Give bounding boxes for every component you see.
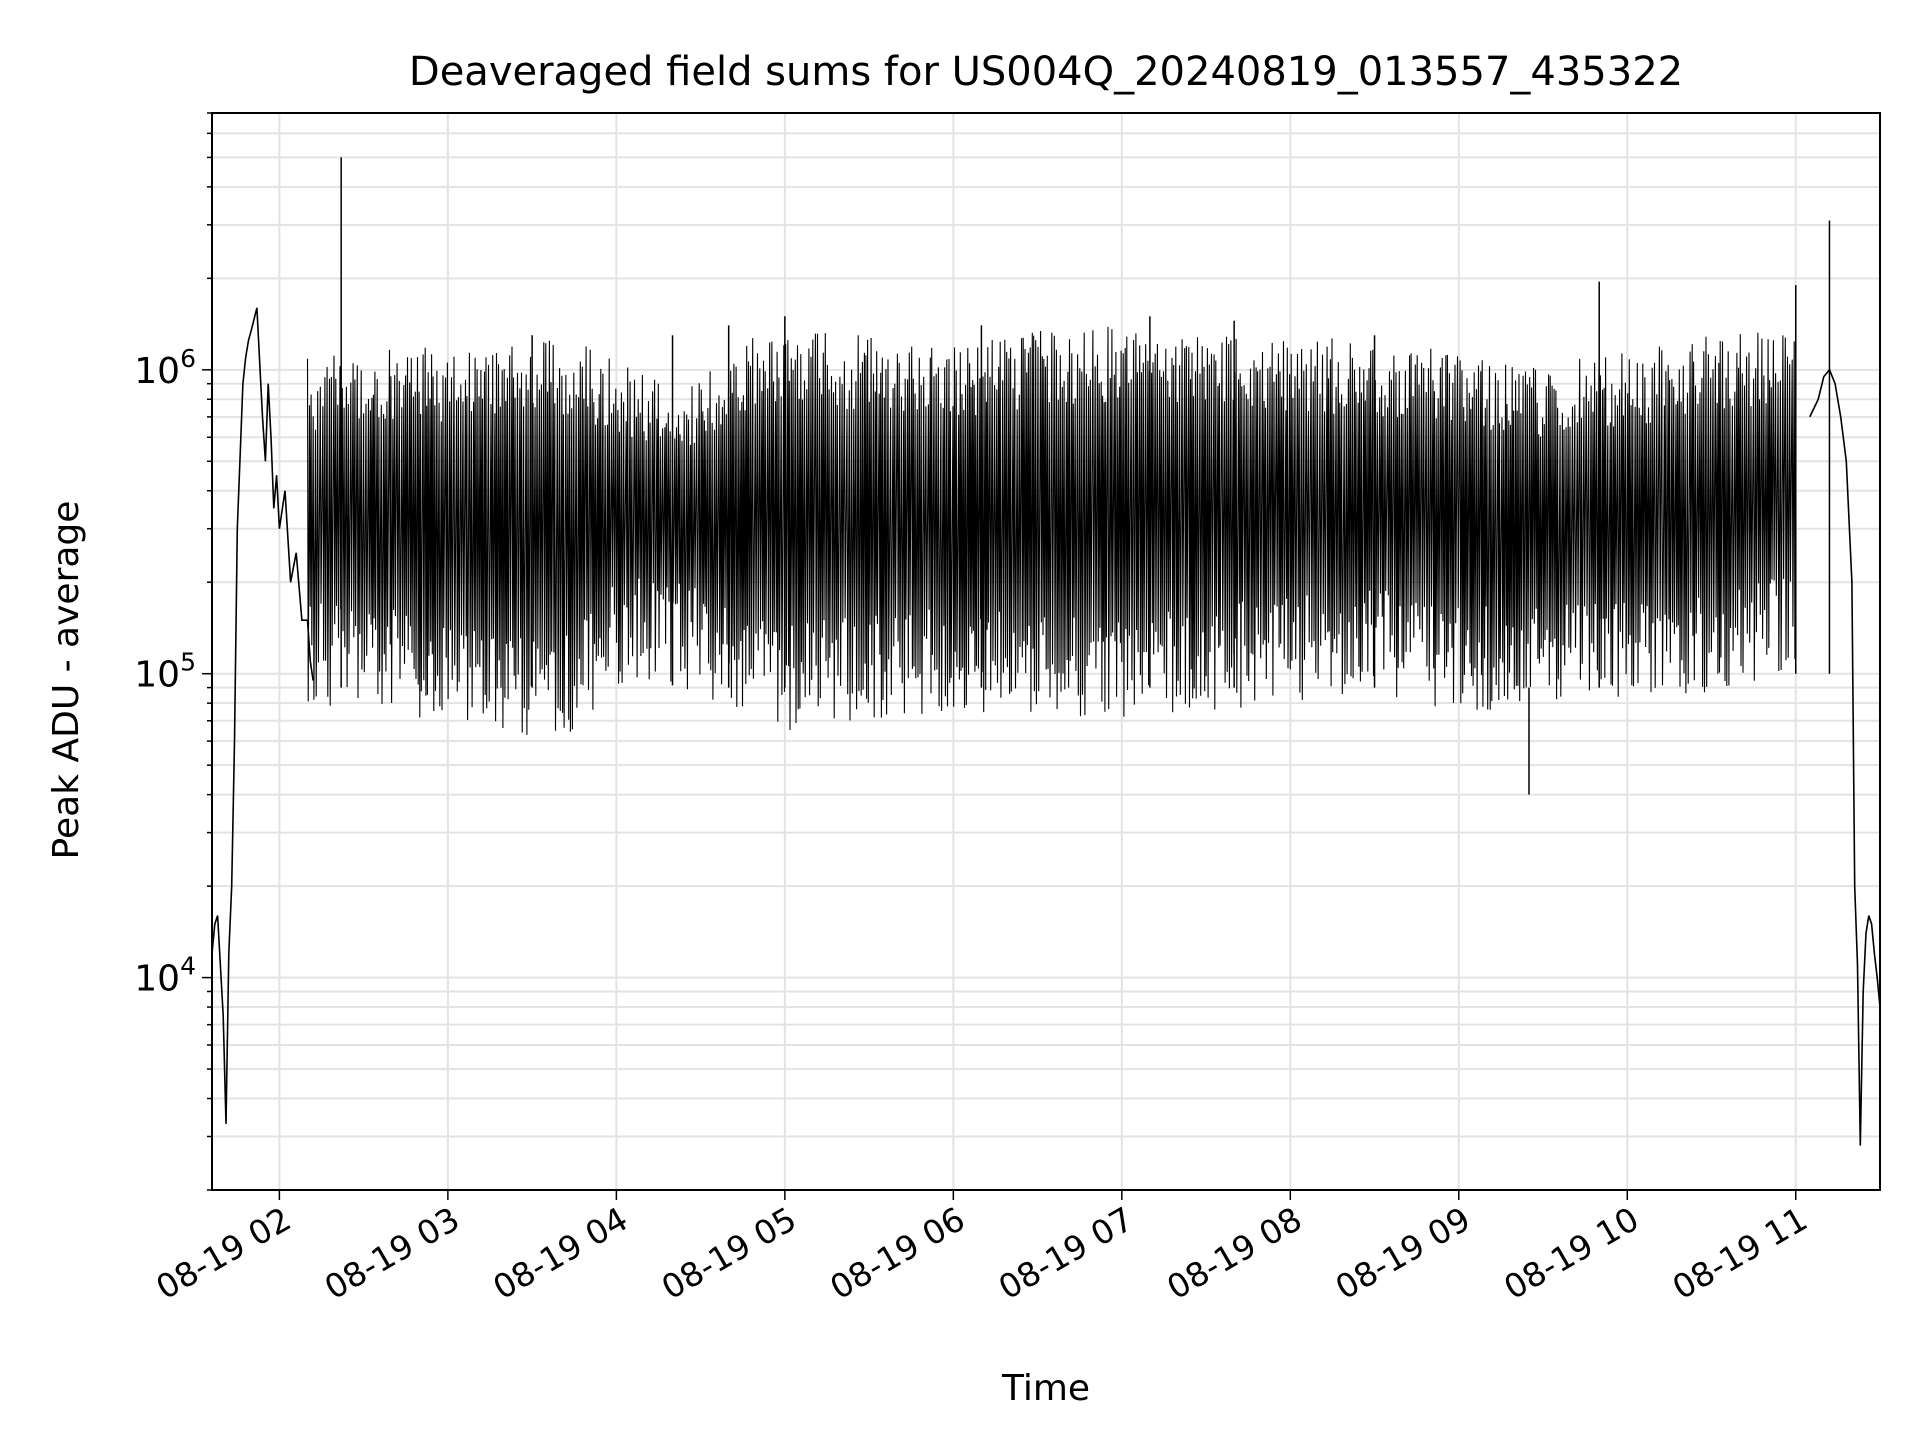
chart-title: Deaveraged field sums for US004Q_2024081… xyxy=(409,49,1683,95)
y-tick-label: 104 xyxy=(134,952,196,1000)
y-axis-label: Peak ADU - average xyxy=(46,501,87,860)
data-trace-end xyxy=(1809,368,1881,1146)
y-tick-label: 106 xyxy=(134,344,196,392)
data-trace-body xyxy=(306,326,1796,735)
data-trace-start xyxy=(211,307,314,1124)
plot-area xyxy=(211,157,1881,1146)
axes-frame xyxy=(211,112,1881,1191)
y-tick-label: 105 xyxy=(134,648,196,696)
x-axis-label: Time xyxy=(1001,1368,1090,1409)
